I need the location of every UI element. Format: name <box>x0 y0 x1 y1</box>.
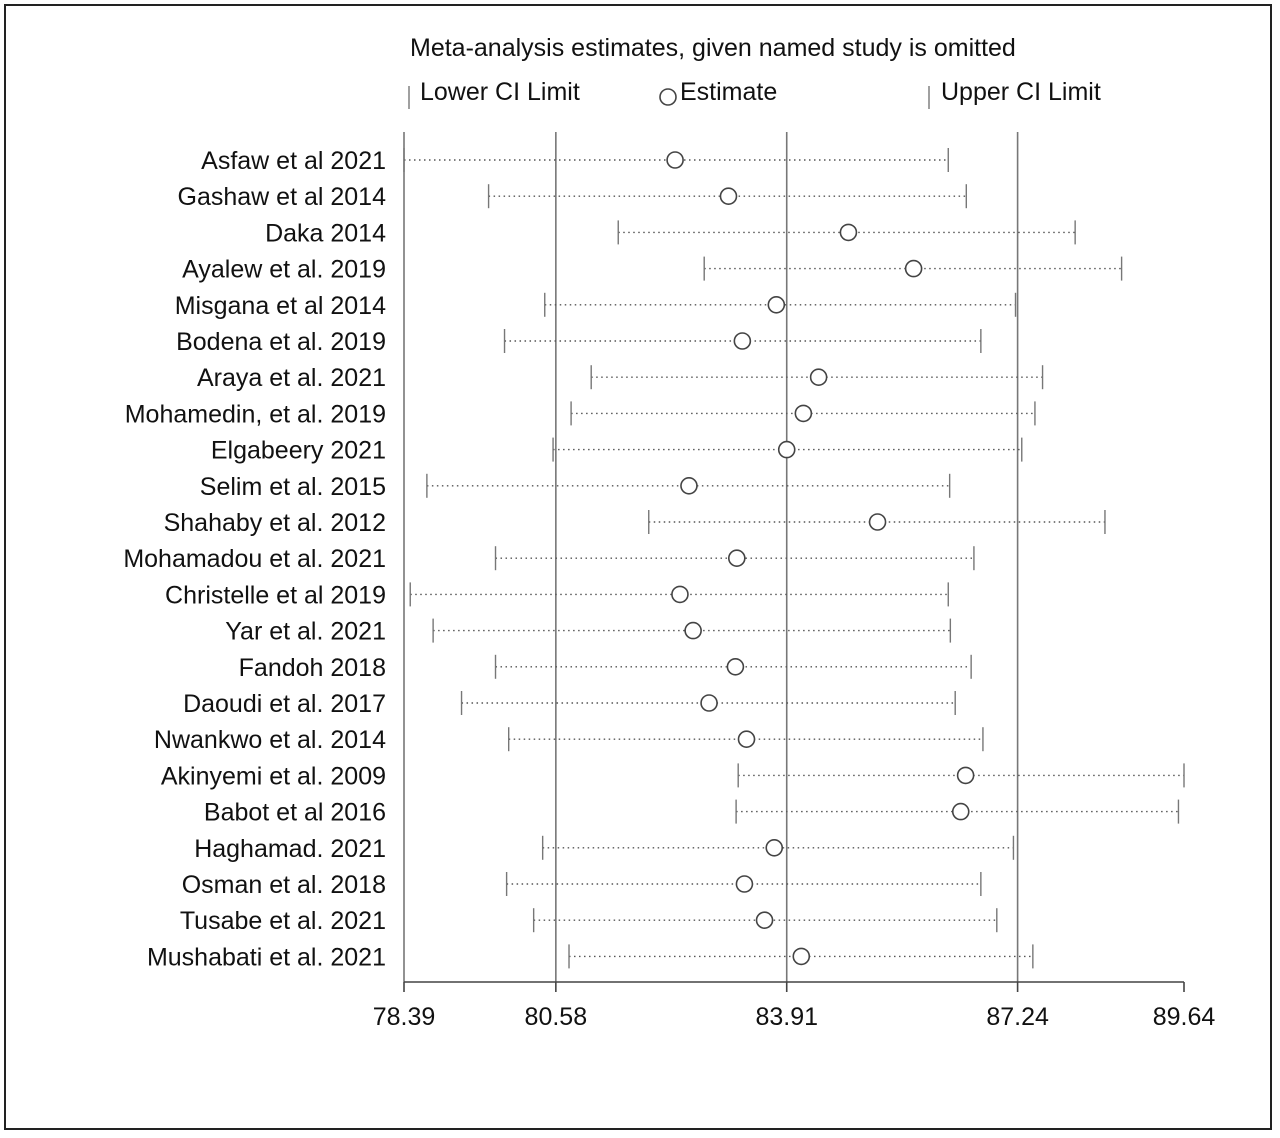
estimate-marker <box>680 476 698 495</box>
chart-title: Meta-analysis estimates, given named stu… <box>410 34 1016 62</box>
study-label: Gashaw et al 2014 <box>178 183 387 211</box>
study-label: Yar et al. 2021 <box>225 618 386 646</box>
study-label: Babot et al 2016 <box>204 799 386 827</box>
legend-upper-label: Upper CI Limit <box>941 78 1101 106</box>
estimate-marker <box>666 151 684 169</box>
study-label: Akinyemi et al. 2009 <box>161 762 386 790</box>
study-row: Araya et al. 2021 <box>197 364 1044 392</box>
estimate-marker <box>700 694 718 712</box>
study-row: Bodena et al. 2019 <box>176 328 982 356</box>
x-axis-ticks: 78.39 80.58 83.91 87.24 89.64 <box>373 982 1216 1031</box>
study-label: Haghamad. 2021 <box>194 835 386 863</box>
legend: Lower CI Limit Estimate Upper CI Limit <box>408 78 1101 109</box>
study-label: Ayalew et al. 2019 <box>182 256 386 284</box>
study-label: Christelle et al 2019 <box>165 581 386 609</box>
study-row: Mushabati et al. 2021 <box>147 943 1034 971</box>
x-tick-label: 80.58 <box>525 1003 588 1031</box>
study-row: Misgana et al 2014 <box>175 292 1017 320</box>
estimate-marker <box>733 332 752 350</box>
study-row: Christelle et al 2019 <box>165 581 949 609</box>
figure-frame <box>4 4 1272 1130</box>
study-row: Shahaby et al. 2012 <box>164 509 1106 537</box>
estimate-marker <box>777 440 796 459</box>
study-label: Mohamadou et al. 2021 <box>123 545 386 573</box>
estimate-marker <box>671 585 689 604</box>
study-label: Misgana et al 2014 <box>175 292 386 320</box>
estimate-marker <box>792 947 811 966</box>
study-label: Tusabe et al. 2021 <box>180 907 386 935</box>
study-label: Araya et al. 2021 <box>197 364 386 392</box>
x-tick-label: 78.39 <box>373 1003 436 1031</box>
study-label: Osman et al. 2018 <box>182 871 386 899</box>
estimate-marker <box>684 621 702 640</box>
estimate-marker <box>956 766 975 785</box>
x-tick-label: 89.64 <box>1153 1003 1216 1031</box>
study-label: Fandoh 2018 <box>239 654 386 682</box>
x-tick-label: 87.24 <box>986 1003 1049 1031</box>
estimate-marker <box>839 223 858 242</box>
estimate-marker <box>767 295 786 314</box>
estimate-marker <box>904 259 923 278</box>
estimate-marker <box>755 911 774 930</box>
study-label: Mushabati et al. 2021 <box>147 943 386 971</box>
estimate-marker <box>719 187 738 205</box>
estimate-marker <box>809 368 828 387</box>
study-label: Selim et al. 2015 <box>200 473 386 501</box>
study-row: Mohamedin, et al. 2019 <box>125 400 1036 428</box>
study-row: Gashaw et al 2014 <box>178 183 967 211</box>
study-rows: Asfaw et al 2021 Gashaw et al 2014 Daka 20… <box>123 147 1185 971</box>
study-row: Yar et al. 2021 <box>225 618 952 646</box>
estimate-marker <box>735 875 754 893</box>
estimate-marker <box>727 549 746 568</box>
study-row: Ayalew et al. 2019 <box>182 256 1123 284</box>
study-label: Elgabeery 2021 <box>211 437 386 465</box>
study-label: Daka 2014 <box>265 219 386 247</box>
estimate-marker <box>726 657 745 676</box>
reference-lines <box>403 132 1019 982</box>
legend-estimate-label: Estimate <box>680 78 777 106</box>
estimate-marker <box>868 513 887 531</box>
study-row: Daka 2014 <box>265 219 1076 247</box>
study-label: Bodena et al. 2019 <box>176 328 386 356</box>
study-row: Asfaw et al 2021 <box>201 147 949 175</box>
study-label: Mohamedin, et al. 2019 <box>125 400 386 428</box>
study-label: Daoudi et al. 2017 <box>183 690 386 718</box>
study-row: Mohamadou et al. 2021 <box>123 545 975 573</box>
study-row: Nwankwo et al. 2014 <box>154 726 984 754</box>
study-row: Akinyemi et al. 2009 <box>161 762 1185 790</box>
study-row: Osman et al. 2018 <box>182 871 982 899</box>
estimate-marker <box>794 404 813 423</box>
study-row: Elgabeery 2021 <box>211 437 1023 465</box>
estimate-marker <box>737 730 756 749</box>
legend-lower-label: Lower CI Limit <box>420 78 580 106</box>
study-label: Shahaby et al. 2012 <box>164 509 386 537</box>
study-row: Babot et al 2016 <box>204 799 1180 827</box>
legend-estimate-marker-icon <box>659 88 677 106</box>
study-row: Haghamad. 2021 <box>194 835 1015 863</box>
study-row: Fandoh 2018 <box>239 654 972 682</box>
estimate-marker <box>951 802 970 821</box>
estimate-marker <box>765 838 784 857</box>
study-row: Tusabe et al. 2021 <box>180 907 998 935</box>
study-label: Asfaw et al 2021 <box>201 147 386 175</box>
x-tick-label: 83.91 <box>755 1003 818 1031</box>
study-label: Nwankwo et al. 2014 <box>154 726 386 754</box>
study-row: Selim et al. 2015 <box>200 473 951 501</box>
study-row: Daoudi et al. 2017 <box>183 690 956 718</box>
